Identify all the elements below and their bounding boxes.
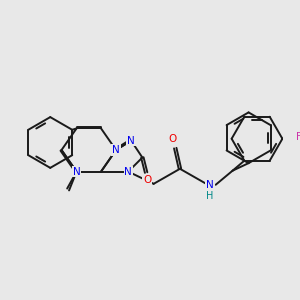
Text: F: F	[296, 132, 300, 142]
Text: N: N	[112, 145, 120, 155]
Text: N: N	[127, 136, 135, 146]
Text: N: N	[124, 167, 132, 177]
Bar	[218, 112, 265, 164]
Text: N: N	[73, 167, 80, 177]
Text: O: O	[143, 175, 151, 185]
Text: O: O	[168, 134, 177, 144]
Text: H: H	[206, 191, 214, 201]
Text: N: N	[206, 180, 214, 190]
